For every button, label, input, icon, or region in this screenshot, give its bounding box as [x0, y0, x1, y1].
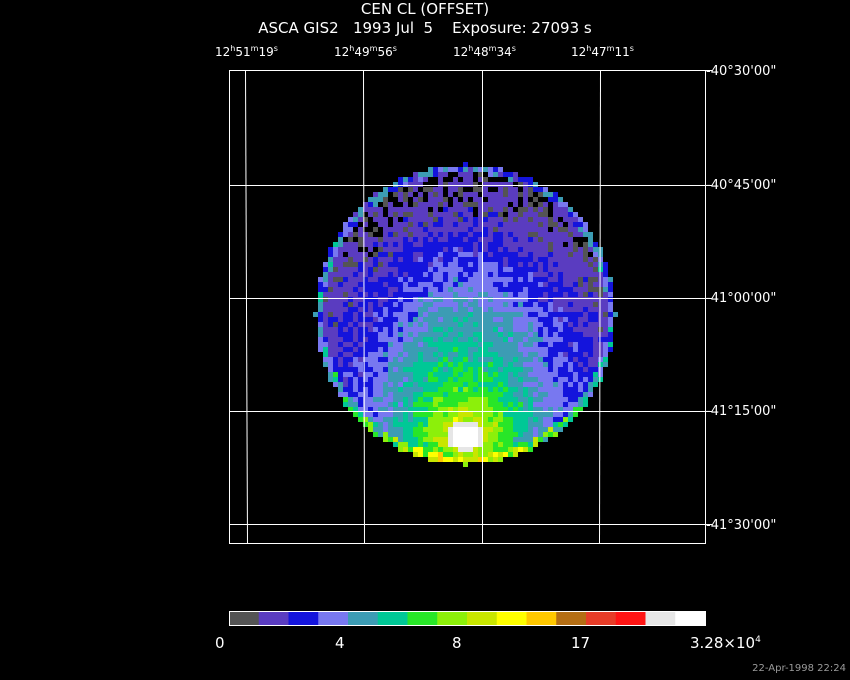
- colorbar-frame: [229, 611, 706, 626]
- dec-label-5: -41°30'00": [706, 518, 777, 533]
- ra-label-1: 12h51m19s: [215, 44, 278, 59]
- ra-label-3: 12h48m34s: [453, 44, 516, 59]
- colorbar-tick-max: 3.28×104: [690, 634, 761, 652]
- colorbar-swatch: [407, 611, 438, 625]
- dec-label-2: -40°45'00": [706, 178, 777, 193]
- colorbar-tick-0: 0: [215, 634, 225, 652]
- xray-intensity-map: [313, 162, 618, 467]
- colorbar-swatch: [437, 611, 468, 625]
- colorbar-tick-17: 17: [571, 634, 591, 652]
- colorbar-swatch: [675, 611, 706, 625]
- dec-label-4: -41°15'00": [706, 404, 777, 419]
- colorbar-swatch: [229, 611, 260, 625]
- colorbar-swatch: [615, 611, 646, 625]
- dec-label-1: -40°30'00": [706, 64, 777, 79]
- colorbar-swatch: [348, 611, 379, 625]
- colorbar-swatch: [288, 611, 319, 625]
- colorbar-swatch: [258, 611, 289, 625]
- image-subtitle: ASCA GIS2 1993 Jul 5 Exposure: 27093 s: [258, 19, 592, 37]
- image-title: CEN CL (OFFSET): [360, 0, 490, 18]
- colorbar-swatch: [496, 611, 527, 625]
- colorbar-swatch: [467, 611, 498, 625]
- colorbar-swatch: [645, 611, 676, 625]
- grid-line: [245, 70, 248, 544]
- colorbar-tick-4: 4: [335, 634, 345, 652]
- ra-label-4: 12h47m11s: [571, 44, 634, 59]
- colorbar-swatch: [586, 611, 617, 625]
- plot-frame: [229, 70, 706, 544]
- colorbar-tick-8: 8: [452, 634, 462, 652]
- colorbar-swatch: [377, 611, 408, 625]
- colorbar-swatch: [556, 611, 587, 625]
- colorbar-swatch: [318, 611, 349, 625]
- colorbar: [229, 611, 706, 626]
- ra-label-2: 12h49m56s: [334, 44, 397, 59]
- colorbar-swatch: [526, 611, 557, 625]
- grid-line: [599, 70, 601, 544]
- timestamp: 22-Apr-1998 22:24: [752, 663, 846, 674]
- dec-label-3: -41°00'00": [706, 291, 777, 306]
- grid-line: [363, 70, 365, 544]
